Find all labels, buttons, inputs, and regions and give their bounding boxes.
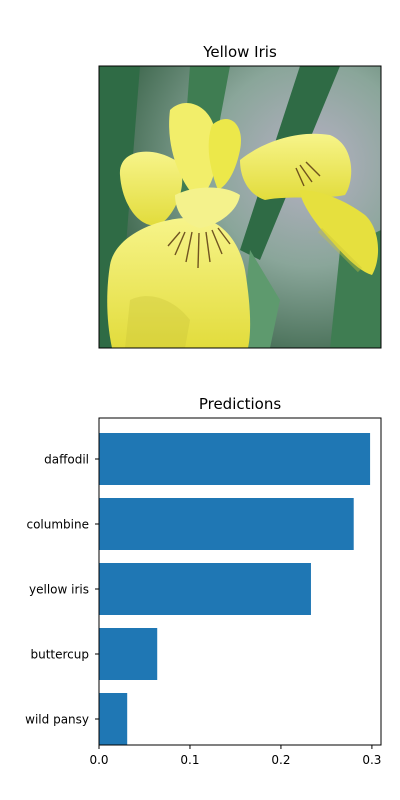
y-tick-label: buttercup	[30, 648, 89, 662]
plot-frame	[98, 417, 382, 746]
y-axis: daffodil columbine yellow iris buttercup wil…	[25, 453, 99, 727]
y-tick-label: yellow iris	[29, 583, 89, 597]
x-tick-label: 0.3	[362, 753, 381, 767]
bar-wild-pansy	[99, 693, 128, 745]
x-axis: 0.0 0.1 0.2 0.3	[89, 745, 381, 767]
image-frame	[98, 65, 382, 349]
y-tick-label: columbine	[26, 518, 89, 532]
x-tick-label: 0.2	[271, 753, 290, 767]
chart-title: Predictions	[199, 395, 282, 413]
image-title: Yellow Iris	[202, 43, 277, 61]
yellow-iris-image	[99, 66, 381, 348]
bar-buttercup	[99, 628, 158, 680]
bar-columbine	[99, 498, 354, 550]
bars-layer	[99, 433, 371, 745]
y-tick-label: daffodil	[44, 453, 89, 467]
bar-yellow-iris	[99, 563, 311, 615]
x-tick-label: 0.0	[89, 753, 108, 767]
x-tick-label: 0.1	[180, 753, 199, 767]
y-tick-label: wild pansy	[25, 713, 89, 727]
bar-daffodil	[99, 433, 371, 485]
